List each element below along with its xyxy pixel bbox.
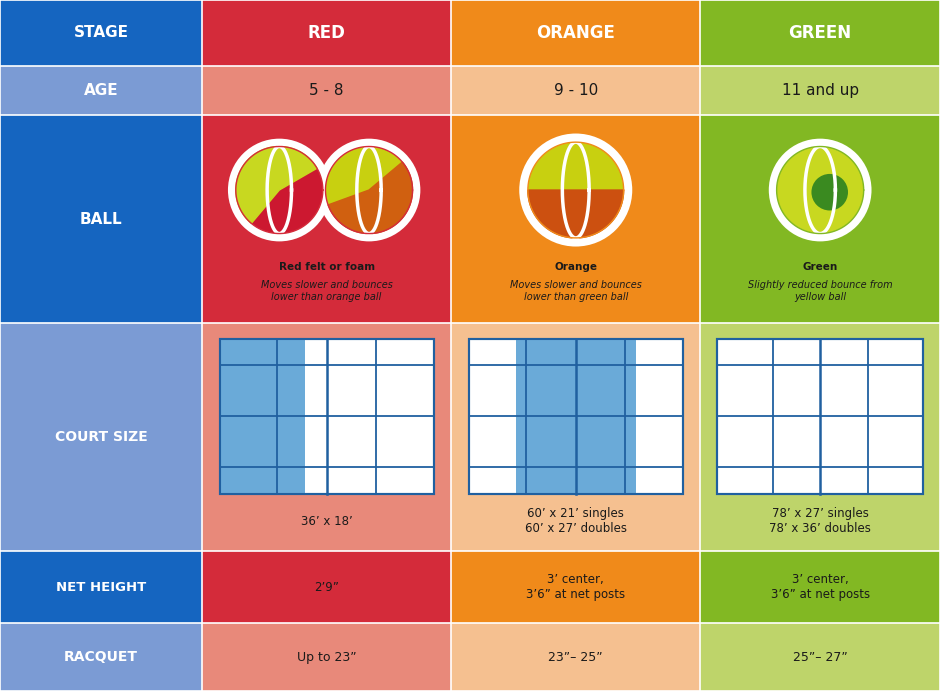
Bar xyxy=(202,623,451,691)
Text: Moves slower and bounces
lower than orange ball: Moves slower and bounces lower than oran… xyxy=(260,280,393,302)
Text: 3’ center,
3’6” at net posts: 3’ center, 3’6” at net posts xyxy=(771,573,870,601)
Text: Red felt or foam: Red felt or foam xyxy=(278,263,375,272)
Bar xyxy=(0,66,202,115)
Ellipse shape xyxy=(318,139,420,241)
Bar xyxy=(202,0,451,66)
Text: GREEN: GREEN xyxy=(789,23,852,42)
Text: 2’9”: 2’9” xyxy=(314,580,339,594)
Bar xyxy=(0,323,202,551)
Bar xyxy=(0,623,202,691)
Ellipse shape xyxy=(776,146,864,234)
Bar xyxy=(451,0,700,66)
Bar xyxy=(469,339,682,493)
Bar xyxy=(202,323,451,551)
Bar xyxy=(202,551,451,623)
Bar xyxy=(700,551,940,623)
Bar xyxy=(469,339,682,493)
Text: 11 and up: 11 and up xyxy=(781,83,859,98)
Bar xyxy=(451,66,700,115)
Text: ORANGE: ORANGE xyxy=(537,23,615,42)
Bar xyxy=(717,339,923,493)
Bar xyxy=(220,339,433,493)
Text: Up to 23”: Up to 23” xyxy=(297,651,356,663)
Text: Orange: Orange xyxy=(555,263,597,272)
Bar xyxy=(451,323,700,551)
Ellipse shape xyxy=(236,146,322,234)
Polygon shape xyxy=(328,162,413,234)
Bar xyxy=(451,623,700,691)
Bar xyxy=(451,551,700,623)
Bar xyxy=(451,115,700,323)
Polygon shape xyxy=(528,190,623,238)
Ellipse shape xyxy=(228,139,331,241)
Text: 78’ x 27’ singles
78’ x 36’ doubles: 78’ x 27’ singles 78’ x 36’ doubles xyxy=(769,507,871,535)
Bar xyxy=(516,339,635,493)
Text: NET HEIGHT: NET HEIGHT xyxy=(55,580,147,594)
Ellipse shape xyxy=(325,146,413,234)
Text: 60’ x 21’ singles
60’ x 27’ doubles: 60’ x 21’ singles 60’ x 27’ doubles xyxy=(525,507,627,535)
Ellipse shape xyxy=(519,133,633,247)
Text: 25”– 27”: 25”– 27” xyxy=(792,651,848,663)
Bar xyxy=(202,66,451,115)
Bar xyxy=(700,323,940,551)
Text: 3’ center,
3’6” at net posts: 3’ center, 3’6” at net posts xyxy=(526,573,625,601)
Text: AGE: AGE xyxy=(84,83,118,98)
Bar xyxy=(0,551,202,623)
Bar xyxy=(220,339,433,493)
Text: 23”– 25”: 23”– 25” xyxy=(548,651,603,663)
Ellipse shape xyxy=(811,174,848,211)
Text: Green: Green xyxy=(803,263,838,272)
Bar xyxy=(0,0,202,66)
Bar xyxy=(717,339,923,493)
Text: 9 - 10: 9 - 10 xyxy=(554,83,598,98)
Text: COURT SIZE: COURT SIZE xyxy=(55,430,148,444)
Bar xyxy=(700,115,940,323)
Polygon shape xyxy=(236,146,317,223)
Text: RACQUET: RACQUET xyxy=(64,650,138,664)
Text: Moves slower and bounces
lower than green ball: Moves slower and bounces lower than gree… xyxy=(509,280,642,302)
Ellipse shape xyxy=(528,142,623,238)
Text: BALL: BALL xyxy=(80,211,122,227)
Text: Slightly reduced bounce from
yellow ball: Slightly reduced bounce from yellow ball xyxy=(748,280,892,302)
Bar xyxy=(0,115,202,323)
Ellipse shape xyxy=(769,139,871,241)
Bar xyxy=(700,66,940,115)
Bar xyxy=(202,115,451,323)
Bar xyxy=(220,339,306,493)
Bar xyxy=(700,0,940,66)
Text: 5 - 8: 5 - 8 xyxy=(309,83,344,98)
Text: RED: RED xyxy=(307,23,346,42)
Text: 36’ x 18’: 36’ x 18’ xyxy=(301,515,352,528)
Text: STAGE: STAGE xyxy=(73,26,129,40)
Bar xyxy=(700,623,940,691)
